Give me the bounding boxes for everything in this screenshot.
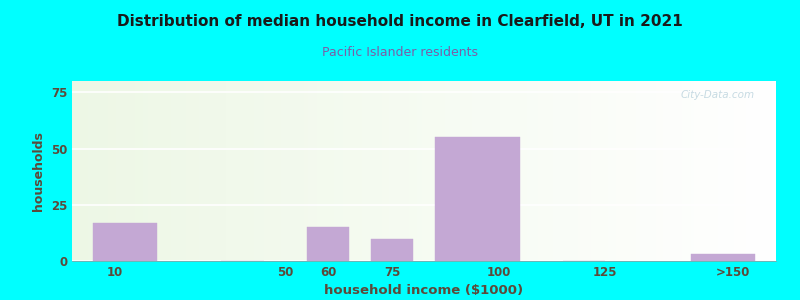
Bar <box>434 137 520 261</box>
Text: Distribution of median household income in Clearfield, UT in 2021: Distribution of median household income … <box>117 14 683 28</box>
Text: City-Data.com: City-Data.com <box>681 90 755 100</box>
Bar <box>370 238 414 261</box>
Bar <box>94 223 158 261</box>
Bar <box>690 254 754 261</box>
Text: Pacific Islander residents: Pacific Islander residents <box>322 46 478 59</box>
X-axis label: household income ($1000): household income ($1000) <box>325 284 523 297</box>
Bar <box>306 227 350 261</box>
Y-axis label: households: households <box>32 131 46 211</box>
